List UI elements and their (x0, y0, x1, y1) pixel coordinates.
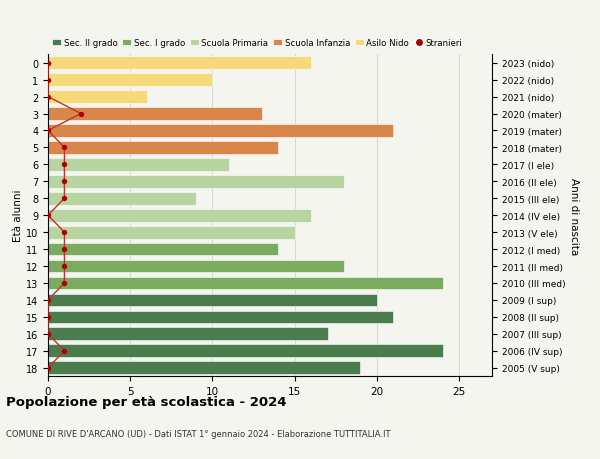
Bar (48, 362, 361, 374)
Point (43, 77, 53, 84)
Point (59, 347, 69, 355)
Bar (48, 108, 262, 121)
Bar (48, 142, 278, 154)
Bar (48, 57, 311, 70)
Bar (48, 159, 229, 171)
Bar (48, 192, 196, 205)
Bar (48, 277, 443, 290)
Bar (48, 328, 328, 341)
Point (43, 364, 53, 372)
Point (59, 145, 69, 152)
Point (43, 128, 53, 135)
Bar (48, 294, 377, 307)
Y-axis label: Anni di nascita: Anni di nascita (569, 177, 579, 254)
Bar (48, 260, 344, 273)
Point (59, 280, 69, 287)
Point (43, 60, 53, 67)
Bar (48, 243, 278, 256)
Point (59, 263, 69, 270)
Point (59, 246, 69, 253)
Point (43, 297, 53, 304)
Bar (48, 226, 295, 239)
Y-axis label: Età alunni: Età alunni (13, 190, 23, 242)
Bar (48, 91, 146, 104)
Bar (48, 311, 394, 324)
Bar (48, 345, 443, 358)
Point (59, 229, 69, 236)
Point (59, 195, 69, 202)
Text: COMUNE DI RIVE D'ARCANO (UD) - Dati ISTAT 1° gennaio 2024 - Elaborazione TUTTITA: COMUNE DI RIVE D'ARCANO (UD) - Dati ISTA… (6, 429, 391, 438)
Point (43, 94, 53, 101)
Bar (48, 175, 344, 188)
Text: Popolazione per età scolastica - 2024: Popolazione per età scolastica - 2024 (6, 395, 287, 408)
Point (76, 111, 86, 118)
Legend: Sec. II grado, Sec. I grado, Scuola Primaria, Scuola Infanzia, Asilo Nido, Stran: Sec. II grado, Sec. I grado, Scuola Prim… (52, 39, 462, 48)
Point (59, 178, 69, 185)
Point (43, 330, 53, 338)
Bar (48, 74, 212, 87)
Point (43, 313, 53, 321)
Bar (48, 209, 311, 222)
Point (43, 212, 53, 219)
Bar (48, 125, 394, 138)
Point (59, 161, 69, 168)
